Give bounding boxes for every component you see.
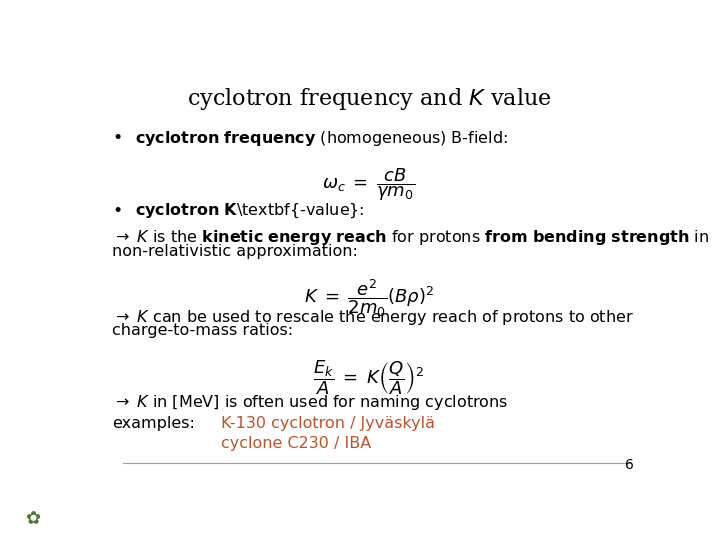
Text: K-130 cyclotron / Jyväskylä: K-130 cyclotron / Jyväskylä: [221, 416, 435, 431]
Text: $\bf{cyclotron\ frequency}$ (homogeneous) B-field:: $\bf{cyclotron\ frequency}$ (homogeneous…: [135, 129, 508, 149]
Text: $\bf{cyclotron}$ $\mathbf{K}$\textbf{-value}:: $\bf{cyclotron}$ $\mathbf{K}$\textbf{-va…: [135, 202, 364, 220]
Text: •: •: [112, 129, 122, 147]
Text: cyclotron frequency and $K$ value: cyclotron frequency and $K$ value: [186, 85, 552, 112]
Text: $\rightarrow$ $K$ in [MeV] is often used for naming cyclotrons: $\rightarrow$ $K$ in [MeV] is often used…: [112, 393, 509, 412]
Text: $\omega_c \;=\; \dfrac{cB}{\gamma m_0}$: $\omega_c \;=\; \dfrac{cB}{\gamma m_0}$: [323, 167, 415, 204]
Text: $\rightarrow$ $K$ is the $\mathbf{kinetic\ energy\ reach}$ for protons $\mathbf{: $\rightarrow$ $K$ is the $\mathbf{kineti…: [112, 228, 709, 247]
Text: $\dfrac{E_k}{A} \;=\; K\left(\dfrac{Q}{A}\right)^2$: $\dfrac{E_k}{A} \;=\; K\left(\dfrac{Q}{A…: [313, 358, 425, 396]
Text: non-relativistic approximation:: non-relativistic approximation:: [112, 244, 358, 259]
Text: •: •: [112, 202, 122, 220]
Text: $K \;=\; \dfrac{e^2}{2m_0}(B\rho)^2$: $K \;=\; \dfrac{e^2}{2m_0}(B\rho)^2$: [304, 277, 434, 319]
Text: 6: 6: [625, 458, 634, 472]
Text: $\rightarrow$ $K$ can be used to rescale the energy reach of protons to other: $\rightarrow$ $K$ can be used to rescale…: [112, 308, 634, 327]
Text: cyclone C230 / IBA: cyclone C230 / IBA: [221, 436, 372, 451]
Text: charge-to-mass ratios:: charge-to-mass ratios:: [112, 323, 294, 339]
Text: examples:: examples:: [112, 416, 195, 431]
Text: ✿: ✿: [25, 510, 40, 528]
